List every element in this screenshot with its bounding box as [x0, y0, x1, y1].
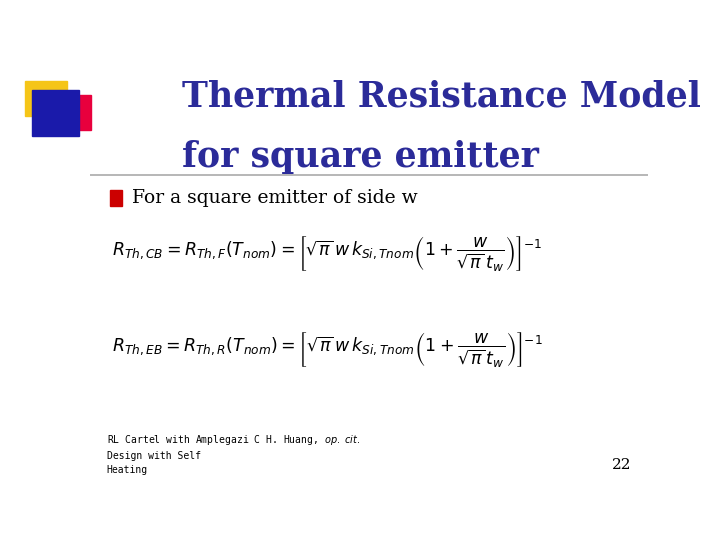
Text: 22: 22 [612, 458, 631, 472]
Text: $R_{Th,CB} = R_{Th,F}(T_{nom}) = \left[\sqrt{\pi}\, w\, k_{Si,Tnom}\left(1 + \df: $R_{Th,CB} = R_{Th,F}(T_{nom}) = \left[\… [112, 234, 542, 273]
Bar [109, 191, 122, 206]
Text: $R_{Th,EB} = R_{Th,R}(T_{nom}) = \left[\sqrt{\pi}\, w\, k_{Si,Tnom}\left(1 + \df: $R_{Th,EB} = R_{Th,R}(T_{nom}) = \left[\… [112, 330, 543, 369]
Text: RL Cartel with Amplegazi C H. Huang, $\mathit{op.\ cit.}$
Design with Self
Heati: RL Cartel with Amplegazi C H. Huang, $\m… [107, 433, 360, 475]
Text: for square emitter: for square emitter [182, 140, 539, 174]
Text: For a square emitter of side w: For a square emitter of side w [132, 190, 418, 207]
Text: Thermal Resistance Model: Thermal Resistance Model [182, 79, 701, 113]
